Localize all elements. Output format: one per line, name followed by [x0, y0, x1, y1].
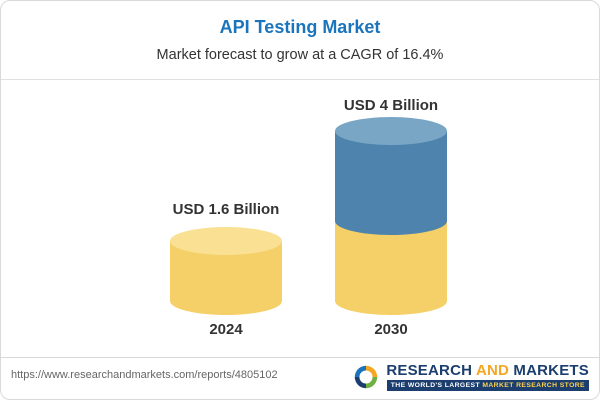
value-label-2030: USD 4 Billion — [343, 97, 439, 114]
chart-title: API Testing Market — [219, 17, 381, 37]
value-label-2024: USD 1.6 Billion — [172, 201, 280, 218]
category-label-2030: 2030 — [374, 321, 408, 338]
logo-wordmark: RESEARCH AND MARKETS — [386, 362, 589, 379]
report-url-link[interactable]: https://www.researchandmarkets.com/repor… — [11, 369, 278, 381]
research-and-markets-logo: RESEARCH AND MARKETS THE WORLD'S LARGEST… — [351, 362, 589, 392]
bar-2024-top-cap — [170, 227, 282, 255]
bar-2030-cylinder — [335, 117, 447, 315]
logo-tagline-left: THE WORLD'S LARGEST — [390, 382, 483, 389]
header-divider — [1, 79, 599, 80]
logo-mark-icon — [355, 365, 378, 389]
logo-word-and: AND — [475, 362, 514, 379]
logo-word-research: RESEARCH — [386, 362, 476, 379]
logo-word-markets: MARKETS — [513, 362, 589, 379]
bar-2024-cylinder — [170, 227, 282, 315]
category-label-2024: 2024 — [209, 321, 243, 338]
logo-tagline-right: MARKET RESEARCH STORE — [482, 382, 585, 389]
chart-subtitle: Market forecast to grow at a CAGR of 16.… — [156, 47, 444, 63]
logo-text-block: RESEARCH AND MARKETS THE WORLD'S LARGEST… — [386, 362, 589, 391]
bar-2030-top-segment — [335, 131, 447, 235]
logo-tagline: THE WORLD'S LARGEST MARKET RESEARCH STOR… — [386, 380, 589, 391]
footer-divider — [1, 357, 599, 358]
bar-2030-top-cap — [335, 117, 447, 145]
